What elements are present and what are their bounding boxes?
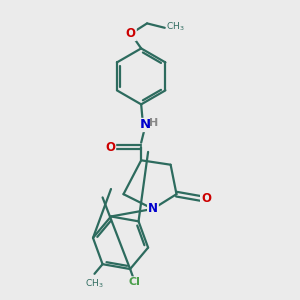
Text: Cl: Cl xyxy=(129,277,141,287)
Text: $\mathregular{CH_3}$: $\mathregular{CH_3}$ xyxy=(85,278,104,290)
Text: O: O xyxy=(105,141,115,154)
Text: H: H xyxy=(149,118,158,128)
Text: O: O xyxy=(126,27,136,40)
Text: $\mathregular{CH_3}$: $\mathregular{CH_3}$ xyxy=(166,21,185,34)
Text: O: O xyxy=(201,192,211,205)
Text: N: N xyxy=(140,118,151,131)
Text: N: N xyxy=(148,202,158,215)
